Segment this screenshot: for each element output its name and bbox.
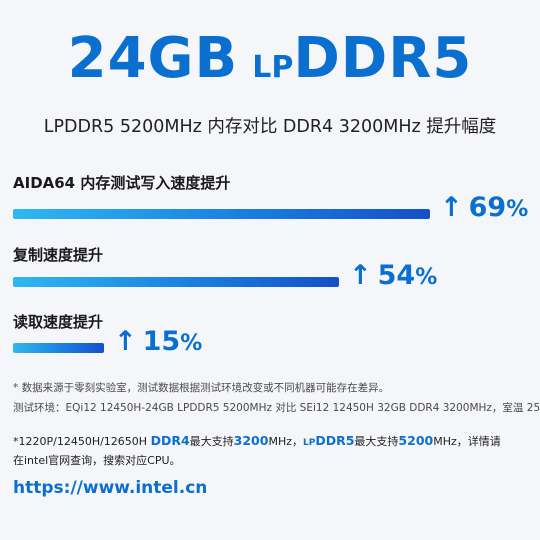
bar bbox=[13, 343, 104, 353]
bar-value-number: 69 bbox=[468, 192, 507, 223]
subtitle: LPDDR5 5200MHz 内存对比 DDR4 3200MHz 提升幅度 bbox=[43, 117, 497, 137]
bar-value-unit: % bbox=[180, 331, 203, 356]
arrow-up-icon: ↑ bbox=[349, 260, 372, 291]
bar-value-label: ↑ 54% bbox=[349, 260, 437, 291]
intel-link[interactable]: https://www.intel.cn bbox=[13, 478, 208, 498]
bar-value-unit: % bbox=[506, 197, 529, 222]
arrow-up-icon: ↑ bbox=[440, 192, 463, 223]
headline-ddr5: DDR5 bbox=[293, 26, 473, 91]
footnote-lp: LP bbox=[303, 438, 316, 448]
bar-label: 读取速度提升 bbox=[13, 313, 104, 331]
footnote-3200: 3200 bbox=[233, 433, 269, 448]
bar-value-number: 15 bbox=[142, 326, 181, 357]
footnote-ddr5: DDR5 bbox=[315, 433, 355, 448]
bar-value-unit: % bbox=[415, 265, 438, 290]
bar-label: AIDA64 内存测试写入速度提升 bbox=[13, 174, 231, 192]
footnote-seg: *1220P/12450H/12650H bbox=[13, 435, 151, 448]
footnote-seg: MHz，详情请 bbox=[433, 435, 501, 448]
headline: 24GB LPDDR5 bbox=[0, 26, 540, 91]
footnote-seg: 最大支持 bbox=[189, 435, 234, 448]
footnote-ddr4: DDR4 bbox=[150, 433, 190, 448]
footnote-line2: 在intel官网查询，搜索对应CPU。 bbox=[13, 454, 181, 467]
note-test-env: 测试环境：EQi12 12450H-24GB LPDDR5 5200MHz 对比… bbox=[13, 402, 540, 414]
bar-value-label: ↑ 69% bbox=[440, 192, 528, 223]
bar bbox=[13, 277, 339, 287]
footnote-5200: 5200 bbox=[398, 433, 434, 448]
headline-lp: LP bbox=[252, 50, 294, 85]
footnote-support: *1220P/12450H/12650H DDR4最大支持3200MHz，LPD… bbox=[13, 433, 501, 449]
bar-label: 复制速度提升 bbox=[13, 246, 104, 264]
arrow-up-icon: ↑ bbox=[114, 326, 137, 357]
bar-value-label: ↑ 15% bbox=[114, 326, 202, 357]
note-source: * 数据来源于零刻实验室，测试数据根据测试环境改变或不同机器可能存在差异。 bbox=[13, 382, 390, 394]
bar-value-number: 54 bbox=[377, 260, 416, 291]
footnote-seg: MHz， bbox=[268, 435, 303, 448]
headline-capacity: 24GB bbox=[67, 26, 239, 91]
bar bbox=[13, 209, 430, 219]
footnote-seg: 最大支持 bbox=[354, 435, 399, 448]
